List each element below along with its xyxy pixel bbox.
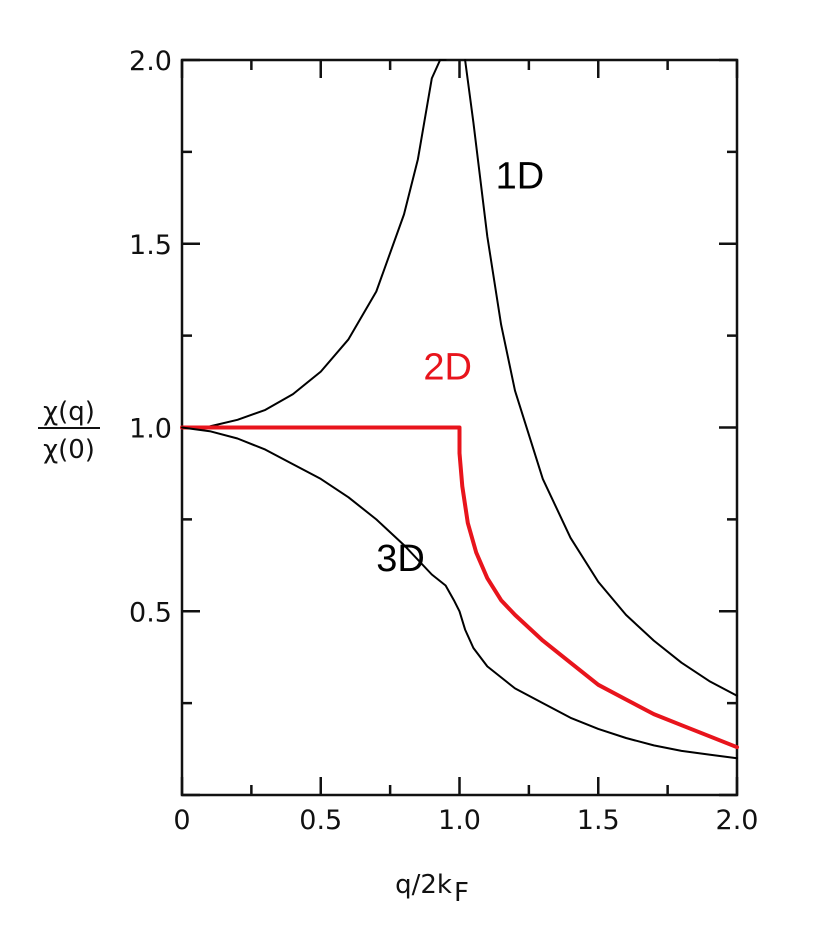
series-line-2d bbox=[180, 425, 739, 750]
x-axis-label: q/2k F bbox=[395, 870, 469, 908]
y-axis-label-denominator: χ(0) bbox=[43, 435, 95, 465]
x-tick-label: 0 bbox=[173, 805, 190, 836]
series-annotation-3d: 3D bbox=[376, 538, 425, 580]
ticks bbox=[180, 58, 739, 797]
y-tick-label: 1.0 bbox=[129, 414, 172, 445]
series-2d bbox=[180, 425, 739, 750]
y-axis-label-numerator: χ(q) bbox=[43, 397, 95, 427]
x-tick-label: 1.5 bbox=[577, 805, 620, 836]
y-tick-label: 0.5 bbox=[129, 597, 172, 628]
series-line-3d bbox=[181, 426, 738, 760]
series-annotation-1d: 1D bbox=[496, 156, 545, 198]
x-tick-label: 2.0 bbox=[716, 805, 759, 836]
series-3d bbox=[181, 426, 738, 760]
series-line-1d bbox=[181, 59, 447, 429]
x-tick-label: 1.0 bbox=[438, 805, 481, 836]
series-annotation-2d: 2D bbox=[423, 347, 472, 389]
series-1d bbox=[181, 59, 738, 697]
x-axis-label-main: q/2k bbox=[395, 870, 452, 900]
y-axis-label: χ(q) χ(0) bbox=[38, 397, 100, 465]
y-tick-label: 1.5 bbox=[129, 230, 172, 261]
tick-labels: 0 0.5 1.0 1.5 2.0 0.5 1.0 1.5 2.0 bbox=[129, 46, 758, 836]
series-group bbox=[180, 59, 739, 760]
y-tick-label: 2.0 bbox=[129, 46, 172, 77]
x-axis-label-sub: F bbox=[454, 878, 469, 908]
x-tick-label: 0.5 bbox=[299, 805, 342, 836]
series-line-1d bbox=[464, 59, 738, 697]
annotations: 1D 2D 3D bbox=[376, 156, 544, 580]
